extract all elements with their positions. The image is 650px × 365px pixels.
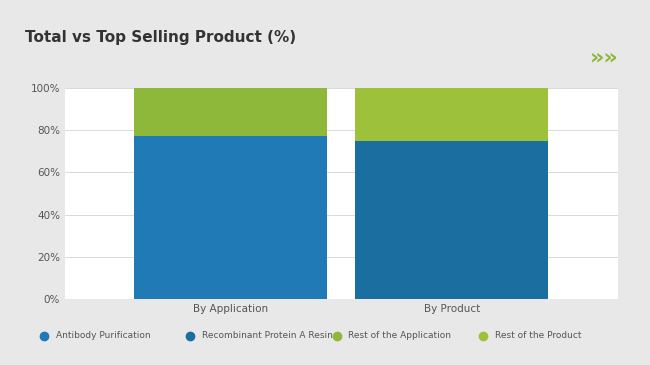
Bar [134, 136, 328, 299]
Text: Recombinant Protein A Resin: Recombinant Protein A Resin [202, 331, 333, 340]
Text: Rest of the Application: Rest of the Application [348, 331, 451, 340]
Text: »»: »» [590, 47, 618, 67]
Text: Total vs Top Selling Product (%): Total vs Top Selling Product (%) [25, 30, 296, 45]
Bar [134, 88, 328, 136]
Text: Rest of the Product: Rest of the Product [495, 331, 581, 340]
Bar [355, 141, 549, 299]
Bar [355, 88, 549, 141]
Text: Antibody Purification: Antibody Purification [56, 331, 151, 340]
